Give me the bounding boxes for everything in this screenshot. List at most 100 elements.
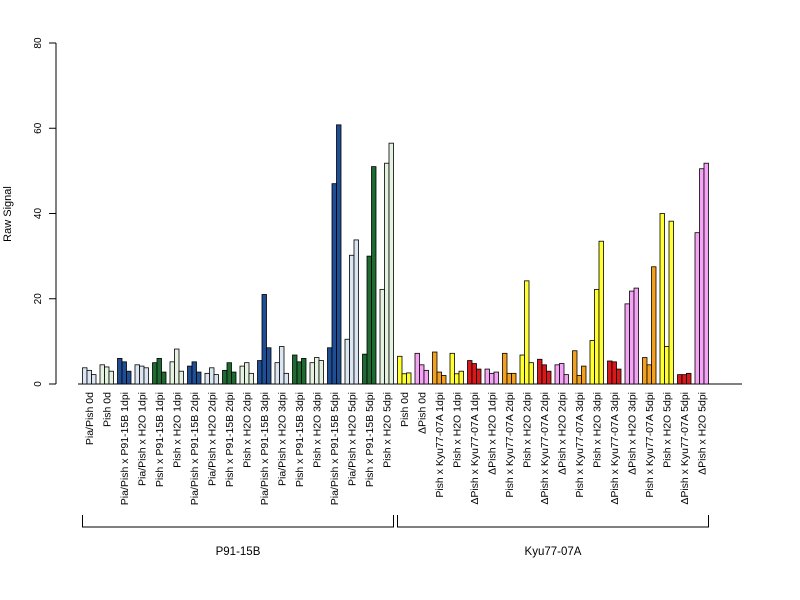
group-bracket [82, 515, 394, 528]
bar [642, 357, 648, 385]
category-label: Pia/Pish x P91-15B 3dpi [259, 392, 271, 505]
group-label: P91-15B [216, 546, 261, 558]
bar [598, 240, 604, 385]
category-label: Pish x H2O 1dpi [451, 392, 463, 468]
bar [589, 340, 595, 385]
bar [576, 375, 582, 385]
bar [454, 373, 460, 385]
category-label: ΔPish x Kyu77-07A 1dpi [469, 392, 481, 505]
bar [607, 360, 613, 385]
category-label: Pia/Pish 0d [84, 392, 96, 445]
bar [646, 364, 652, 385]
bar [379, 288, 385, 385]
y-tick-label: 0 [33, 381, 44, 387]
bar [537, 358, 543, 385]
category-label: Pish x P91-15B 5dpi [364, 392, 376, 487]
bar-group [607, 360, 622, 385]
category-label: Pia/Pish x H2O 5dpi [346, 392, 358, 486]
bar [104, 366, 110, 385]
bar [406, 372, 412, 385]
bar-group [467, 360, 482, 385]
bar [353, 239, 359, 385]
bar [659, 213, 665, 385]
category-label: Pish x H2O 3dpi [311, 392, 323, 468]
bar [423, 369, 429, 385]
bar-group [362, 166, 377, 385]
bar [222, 369, 228, 385]
category-label: Pish x H2O 3dpi [591, 392, 603, 468]
category-label: Pia/Pish x P91-15B 2dpi [189, 392, 201, 505]
bar [664, 346, 670, 385]
bar [546, 370, 552, 385]
category-label: ΔPish x Kyu77-07A 3dpi [609, 392, 621, 505]
bar [191, 361, 197, 385]
bar [419, 364, 425, 385]
bar [134, 364, 140, 385]
bar-group [327, 124, 342, 385]
bar [624, 303, 630, 385]
bar [139, 365, 145, 385]
bar [169, 361, 175, 385]
category-label: Pia/Pish x P91-15B 5dpi [329, 392, 341, 505]
category-label: Pish x H2O 5dpi [661, 392, 673, 468]
bar-group [537, 358, 552, 385]
category-label: ΔPish x H2O 1dpi [486, 392, 498, 475]
bar [213, 374, 219, 385]
category-label: ΔPish x Kyu77-07A 2dpi [539, 392, 551, 505]
bar [476, 368, 482, 385]
bar [681, 374, 687, 385]
bar [694, 232, 700, 385]
category-label: Pish x Kyu77-07A 5dpi [644, 392, 656, 498]
bar-group [642, 266, 657, 385]
bar [524, 280, 530, 385]
category-label: Pish x P91-15B 3dpi [294, 392, 306, 487]
category-label: Pia/Pish x P91-15B 1dpi [119, 392, 131, 505]
bar [283, 372, 289, 385]
y-tick-label: 80 [33, 37, 44, 49]
group-bracket [397, 515, 709, 528]
bar-group [519, 280, 534, 385]
bars-layer [82, 124, 709, 385]
bar [371, 166, 377, 385]
bar [502, 352, 508, 385]
bar-group [554, 363, 569, 385]
bar [458, 370, 464, 385]
bar [366, 255, 372, 385]
category-label: Pish 0d [101, 392, 113, 427]
bar [541, 364, 547, 385]
category-label: Pish x H2O 2dpi [521, 392, 533, 468]
bar [309, 362, 315, 385]
bar-group [344, 239, 359, 385]
category-label: Pish x Kyu77-07A 2dpi [504, 392, 516, 498]
bar-group [169, 348, 184, 385]
bar [703, 162, 709, 385]
y-tick-label: 20 [33, 293, 44, 305]
bar-group [82, 367, 97, 385]
category-label: Pish 0d [399, 392, 411, 427]
category-label: Pia/Pish x H2O 1dpi [136, 392, 148, 486]
category-label: ΔPish x H2O 2dpi [556, 392, 568, 475]
bar [266, 347, 272, 385]
category-label: Pish x H2O 2dpi [241, 392, 253, 468]
bar [362, 353, 368, 385]
bar [174, 348, 180, 385]
bar [143, 367, 149, 385]
category-label: Pish x Kyu77-07A 1dpi [434, 392, 446, 498]
bar [318, 360, 324, 385]
bar [493, 371, 499, 385]
bar [231, 371, 237, 385]
category-label: ΔPish 0d [416, 392, 428, 434]
bar-group [274, 346, 289, 385]
category-label: ΔPish x Kyu77-07A 5dpi [679, 392, 691, 505]
bar [301, 358, 307, 385]
bar [563, 374, 569, 385]
bar [344, 338, 350, 385]
bar-group [484, 368, 499, 385]
bar [314, 357, 320, 385]
bar [327, 347, 333, 385]
bar-group [572, 350, 587, 385]
bar [572, 350, 578, 385]
category-label: Pish x H2O 5dpi [381, 392, 393, 468]
bar [686, 372, 692, 385]
